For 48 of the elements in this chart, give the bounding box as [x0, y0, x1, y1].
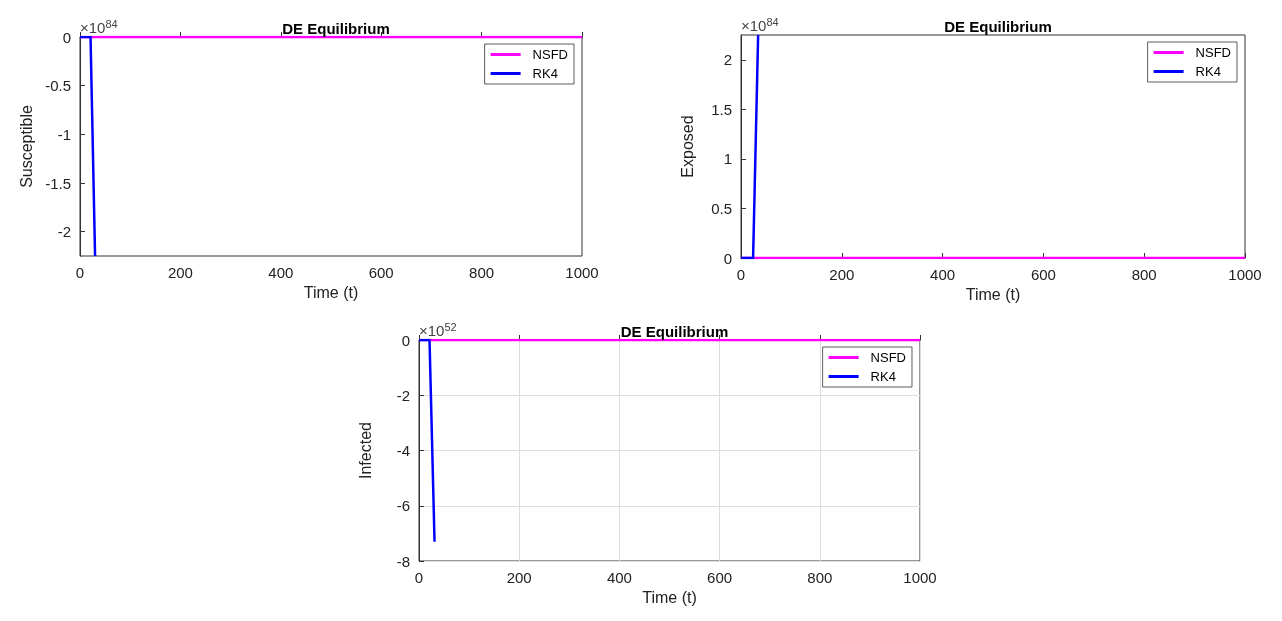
x-tick-label: 600	[1030, 266, 1056, 283]
x-tick-label: 1000	[1228, 266, 1262, 283]
x-tick-label: 0	[75, 264, 85, 281]
x-tick-label: 800	[1131, 266, 1157, 283]
y-tick-label: -2	[396, 386, 410, 404]
y-axis-title: Susceptible	[17, 105, 35, 188]
y-tick-label: -8	[396, 552, 410, 570]
legend-label: NSFD	[870, 350, 906, 365]
x-tick-label: 800	[469, 264, 495, 281]
y-tick-label: 1.5	[711, 100, 732, 118]
y-tick-label: 0	[401, 331, 410, 349]
x-tick-label: 200	[829, 266, 855, 283]
y-tick-label: -6	[396, 497, 410, 515]
y-tick-label: -1.5	[45, 174, 71, 192]
y-tick-label: -4	[396, 442, 410, 459]
legend-label: NSFD	[532, 47, 568, 62]
x-tick-label: 0	[736, 266, 746, 283]
legend-label: NSFD	[1195, 45, 1231, 60]
legend-label: RK4	[1195, 64, 1221, 79]
legend-label: RK4	[532, 66, 558, 81]
y-axis-title: Exposed	[678, 115, 696, 178]
y-tick-label: 1	[723, 150, 732, 168]
chart-title: DE Equilibrium	[944, 18, 1052, 35]
y-tick-label: 0	[723, 249, 732, 267]
x-axis-title: Time (t)	[303, 284, 359, 302]
x-tick-label: 400	[930, 266, 956, 283]
y-tick-label: -2	[57, 223, 71, 241]
x-tick-label: 200	[167, 264, 193, 281]
x-axis-title: Time (t)	[965, 286, 1021, 304]
y-tick-label: 2	[723, 51, 732, 69]
x-tick-label: 200	[506, 569, 532, 586]
y-tick-label: -0.5	[45, 77, 71, 95]
x-tick-label: 600	[368, 264, 394, 281]
x-tick-label: 400	[606, 569, 632, 586]
y-tick-label: 0	[62, 28, 71, 46]
x-tick-label: 400	[268, 264, 294, 281]
chart-title: DE Equilibrium	[620, 323, 729, 340]
x-axis-title: Time (t)	[642, 589, 697, 607]
y-axis-title: Infected	[356, 422, 374, 479]
y-tick-label: -1	[57, 125, 71, 143]
y-tick-label: 0.5	[711, 199, 732, 217]
x-tick-label: 600	[707, 569, 733, 586]
legend-label: RK4	[870, 369, 896, 384]
x-tick-label: 0	[414, 569, 424, 586]
x-tick-label: 800	[807, 569, 833, 586]
x-tick-label: 1000	[903, 569, 937, 586]
chart-title: DE Equilibrium	[282, 20, 390, 37]
x-tick-label: 1000	[565, 264, 599, 281]
